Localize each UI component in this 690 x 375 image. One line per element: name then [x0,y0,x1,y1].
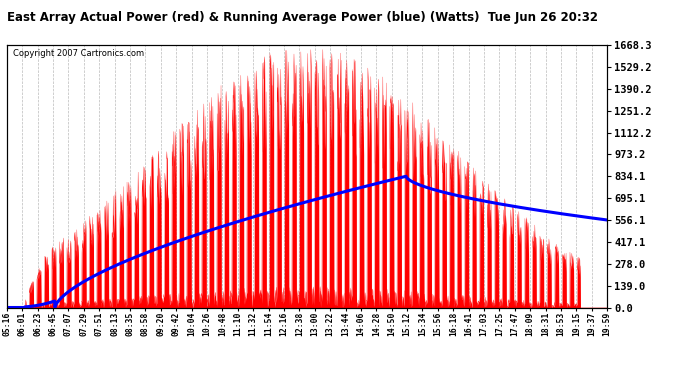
Text: Copyright 2007 Cartronics.com: Copyright 2007 Cartronics.com [13,49,144,58]
Text: East Array Actual Power (red) & Running Average Power (blue) (Watts)  Tue Jun 26: East Array Actual Power (red) & Running … [7,11,598,24]
